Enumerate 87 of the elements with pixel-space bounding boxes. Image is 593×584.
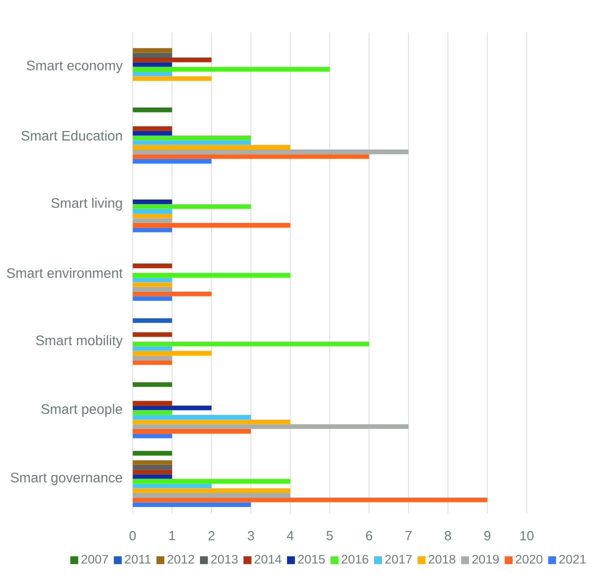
bar — [132, 286, 172, 292]
bar — [132, 57, 212, 62]
bar — [132, 135, 251, 140]
bar — [132, 158, 212, 164]
bar — [132, 498, 488, 502]
x-tick-label: 4 — [286, 530, 294, 540]
bar — [132, 277, 172, 282]
bar — [132, 464, 172, 470]
bar — [132, 428, 251, 434]
legend-label: 2007 — [81, 554, 108, 564]
bar — [132, 488, 290, 493]
y-tick-label: Smart Education — [21, 130, 122, 141]
bar — [132, 107, 172, 112]
bar — [132, 199, 172, 204]
legend-label: 2012 — [168, 554, 194, 564]
bar — [132, 332, 172, 337]
bar — [132, 71, 172, 76]
y-tick-label: Smart mobility — [36, 335, 123, 348]
y-tick-label: Smart people — [41, 404, 122, 417]
bar — [132, 272, 290, 278]
bar — [132, 484, 212, 488]
bar — [132, 130, 172, 136]
bar — [132, 405, 212, 410]
legend-label: 2014 — [254, 554, 282, 564]
bar — [132, 208, 172, 214]
bar — [132, 76, 212, 81]
y-tick-label: Smart economy — [26, 60, 123, 74]
y-tick-label: Smart living — [51, 198, 122, 211]
bar — [132, 460, 172, 465]
x-tick-label: 7 — [406, 530, 412, 540]
x-tick-label: 9 — [484, 530, 490, 540]
legend-label: 2016 — [342, 554, 368, 564]
bar — [132, 502, 251, 507]
bar — [132, 356, 172, 360]
legend-label: 2013 — [211, 554, 238, 564]
bar — [132, 360, 172, 365]
bar — [132, 140, 251, 145]
bar — [132, 474, 172, 479]
bar — [132, 414, 251, 420]
bar — [132, 341, 370, 346]
y-tick-label: Smart environment — [6, 268, 123, 278]
legend-label: 2015 — [298, 554, 325, 564]
bar — [132, 263, 172, 268]
x-tick-label: 1 — [169, 530, 176, 540]
bar — [132, 382, 172, 387]
x-tick-label: 10 — [520, 530, 534, 540]
x-tick-label: 2 — [208, 530, 214, 540]
legend-label: 2021 — [559, 554, 586, 564]
bar — [132, 470, 172, 474]
bar — [132, 204, 251, 209]
bar — [132, 420, 290, 424]
bar — [132, 492, 290, 498]
bar — [132, 424, 409, 429]
bar — [132, 346, 172, 351]
x-tick-label: 3 — [248, 530, 254, 540]
bar — [132, 282, 172, 287]
legend-label: 2020 — [516, 554, 542, 564]
bar — [132, 350, 212, 356]
bar — [132, 227, 172, 232]
bar — [132, 213, 172, 218]
bar — [132, 318, 172, 323]
x-tick-label: 6 — [366, 530, 372, 540]
bar — [132, 400, 172, 406]
bar — [132, 144, 290, 150]
bar — [132, 296, 172, 301]
bar — [132, 478, 290, 484]
legend-label: 2017 — [385, 554, 412, 564]
bar — [132, 450, 172, 456]
bar — [132, 48, 172, 53]
bar — [132, 52, 172, 58]
bar — [132, 218, 172, 223]
legend-label: 2018 — [428, 554, 456, 564]
bar — [132, 291, 212, 296]
bar — [132, 222, 290, 228]
y-tick-label: Smart governance — [10, 472, 122, 486]
bar — [132, 410, 172, 415]
bar — [132, 62, 172, 67]
legend-label: 2019 — [472, 554, 499, 564]
bar — [132, 126, 172, 131]
legend-label: 2011 — [124, 554, 151, 564]
x-tick-label: 5 — [326, 530, 333, 540]
x-tick-label: 8 — [444, 530, 452, 540]
bar — [132, 66, 330, 72]
bar — [132, 434, 172, 438]
bar — [132, 149, 409, 154]
x-tick-label: 0 — [130, 530, 136, 540]
bar — [132, 154, 370, 159]
